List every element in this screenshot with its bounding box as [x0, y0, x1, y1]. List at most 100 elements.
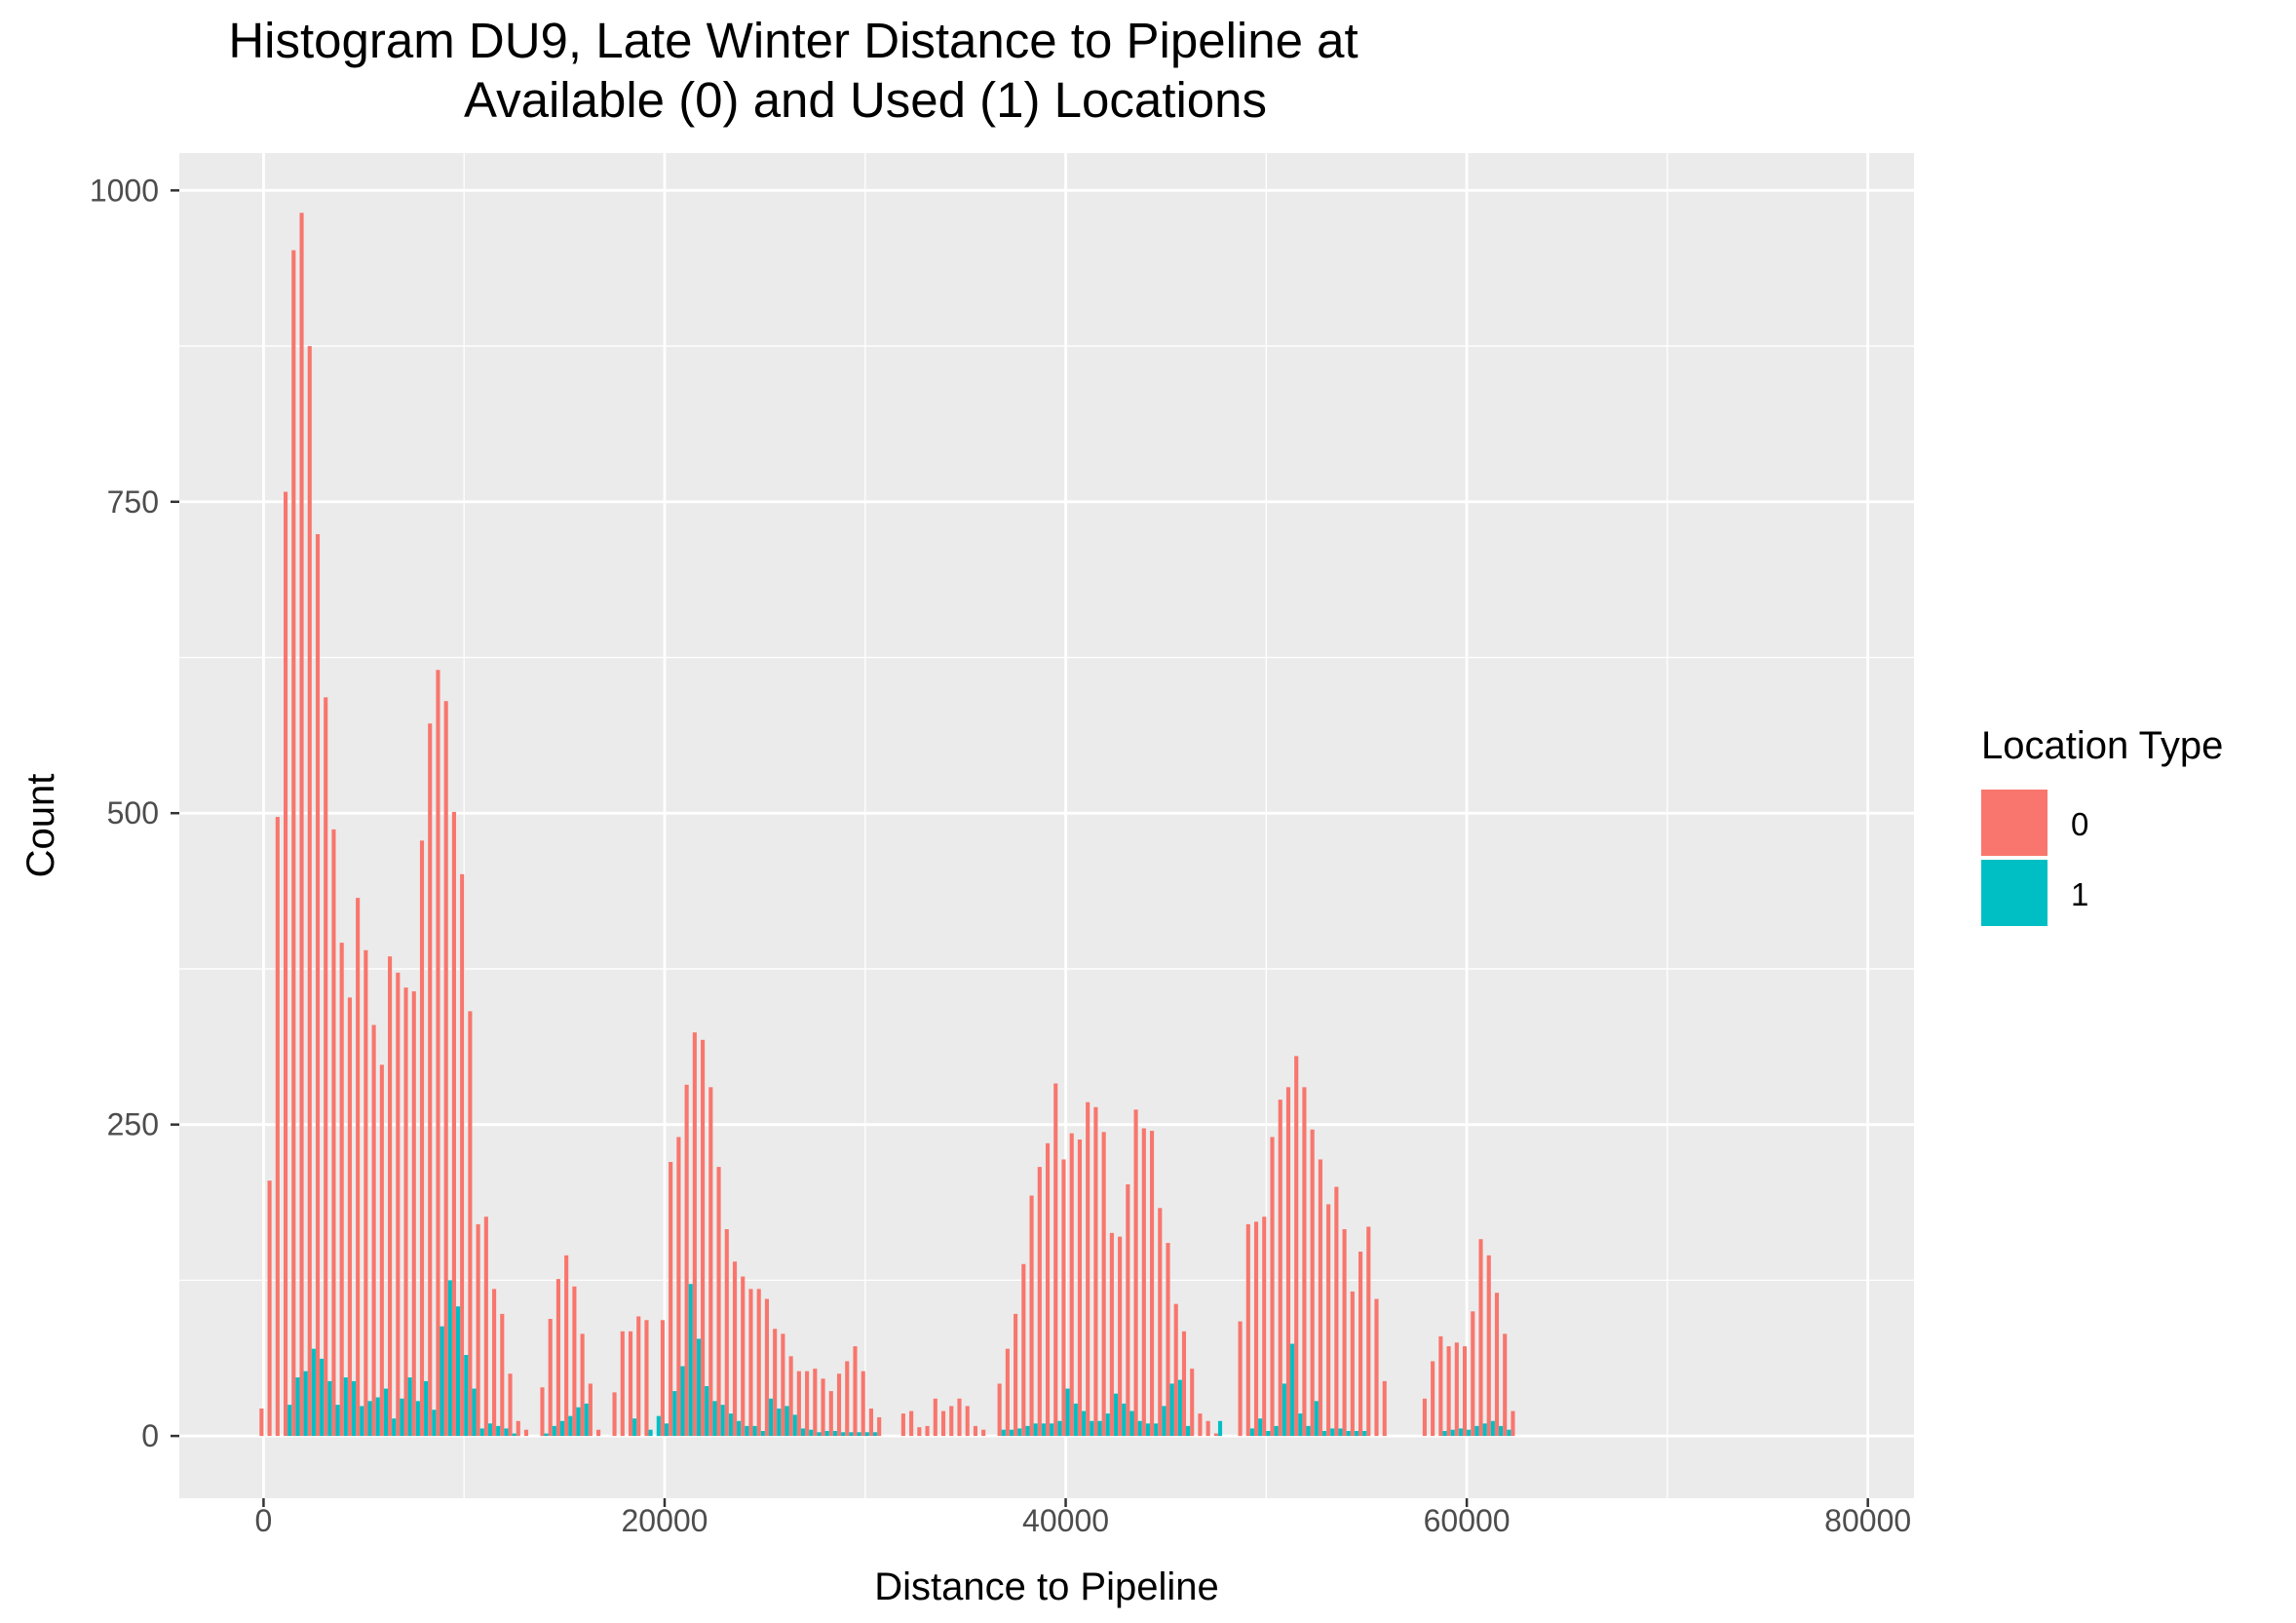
bar-series-0 [267, 1180, 272, 1437]
bar-series-0 [724, 1229, 729, 1437]
bar-series-1 [343, 1377, 348, 1437]
bar-series-0 [1278, 1100, 1282, 1437]
bar-series-0 [1205, 1420, 1210, 1437]
bar-series-0 [781, 1333, 785, 1437]
bar-series-0 [861, 1371, 865, 1437]
bar-series-1 [800, 1428, 806, 1437]
y-tick-label: 1000 [90, 173, 159, 208]
bar-series-0 [356, 898, 361, 1437]
bar-series-0 [508, 1373, 513, 1437]
bar-series-0 [748, 1289, 753, 1437]
bar-series-1 [1082, 1410, 1087, 1437]
bar-series-0 [949, 1406, 954, 1437]
y-tick-label: 250 [107, 1107, 159, 1142]
legend-title: Location Type [1981, 724, 2223, 767]
bar-series-0 [1382, 1380, 1387, 1437]
legend-key-1 [1981, 860, 2047, 926]
bar-series-1 [728, 1413, 733, 1437]
bar-series-1 [768, 1398, 774, 1437]
bar-series-1 [472, 1388, 477, 1437]
bar-series-0 [1471, 1311, 1475, 1437]
bar-series-0 [1149, 1131, 1155, 1437]
bar-series-1 [1050, 1423, 1054, 1437]
bar-series-0 [612, 1392, 617, 1437]
chart-title-line-1: Histogram DU9, Late Winter Distance to P… [228, 13, 1358, 68]
bar-series-0 [1270, 1137, 1275, 1437]
bar-series-1 [335, 1405, 340, 1437]
bar-series-1 [1065, 1388, 1070, 1437]
bar-series-0 [628, 1331, 633, 1437]
bar-series-0 [1478, 1239, 1483, 1437]
bar-series-0 [324, 697, 328, 1437]
bar-series-0 [564, 1255, 569, 1437]
bar-series-1 [1467, 1429, 1472, 1437]
bar-series-0 [868, 1409, 873, 1437]
bar-series-1 [1090, 1420, 1094, 1437]
bar-series-0 [1141, 1128, 1146, 1437]
bar-series-1 [1129, 1410, 1134, 1437]
bar-series-1 [584, 1403, 589, 1437]
bar-series-1 [576, 1407, 581, 1437]
bar-series-0 [853, 1346, 858, 1437]
bar-series-1 [1137, 1420, 1142, 1437]
bar-series-0 [1503, 1333, 1508, 1437]
bar-series-0 [572, 1286, 577, 1437]
bar-series-0 [1462, 1346, 1468, 1437]
bar-series-1 [440, 1326, 444, 1437]
bar-series-1 [873, 1432, 878, 1437]
legend-label-0: 0 [2071, 806, 2088, 842]
bar-series-1 [559, 1420, 565, 1437]
legend-label-1: 1 [2071, 876, 2088, 912]
bar-series-0 [836, 1373, 842, 1437]
bar-series-0 [1422, 1398, 1427, 1437]
bar-series-1 [680, 1366, 685, 1437]
bar-series-1 [841, 1432, 846, 1437]
bar-series-1 [1113, 1393, 1119, 1437]
bar-series-0 [1285, 1087, 1291, 1437]
bar-series-0 [845, 1361, 850, 1437]
bar-series-1 [1017, 1428, 1022, 1437]
bar-series-0 [275, 817, 280, 1437]
y-axis-label: Count [19, 774, 62, 878]
bar-series-0 [1118, 1236, 1123, 1437]
bar-series-0 [1245, 1223, 1250, 1437]
bar-series-1 [1145, 1423, 1150, 1437]
bar-series-0 [1101, 1132, 1106, 1437]
bar-series-0 [1126, 1184, 1130, 1437]
bar-series-0 [483, 1217, 488, 1437]
bar-series-1 [832, 1431, 837, 1437]
bar-series-0 [315, 534, 321, 1437]
y-tick-label: 0 [141, 1418, 159, 1453]
bar-series-0 [436, 670, 440, 1437]
bar-series-1 [1330, 1428, 1335, 1437]
bar-series-0 [451, 811, 456, 1437]
bar-series-0 [1005, 1348, 1010, 1437]
bar-series-0 [523, 1429, 529, 1437]
bar-series-1 [351, 1380, 357, 1437]
bar-series-1 [464, 1355, 469, 1437]
bar-series-0 [1198, 1413, 1203, 1437]
bar-series-1 [1338, 1428, 1343, 1437]
bar-series-1 [320, 1358, 325, 1437]
bar-series-1 [479, 1428, 484, 1437]
x-axis-label: Distance to Pipeline [874, 1565, 1219, 1608]
bar-series-0 [1454, 1342, 1459, 1437]
bar-series-0 [1350, 1291, 1355, 1437]
bar-series-1 [496, 1425, 501, 1437]
bar-series-0 [636, 1316, 641, 1437]
bar-series-1 [1458, 1428, 1463, 1437]
bar-series-0 [1318, 1159, 1322, 1437]
bar-series-1 [447, 1280, 452, 1437]
bar-series-1 [1057, 1420, 1062, 1437]
x-tick-label: 20000 [621, 1503, 708, 1538]
bar-series-0 [660, 1320, 665, 1437]
bar-series-0 [997, 1383, 1002, 1437]
bar-series-0 [1446, 1346, 1451, 1437]
bar-series-1 [1282, 1383, 1286, 1437]
bar-series-0 [476, 1223, 480, 1437]
bar-series-0 [973, 1425, 978, 1437]
bar-series-0 [284, 491, 288, 1437]
bar-series-0 [828, 1391, 833, 1437]
bar-series-0 [291, 250, 296, 1437]
bar-series-1 [1122, 1403, 1127, 1437]
